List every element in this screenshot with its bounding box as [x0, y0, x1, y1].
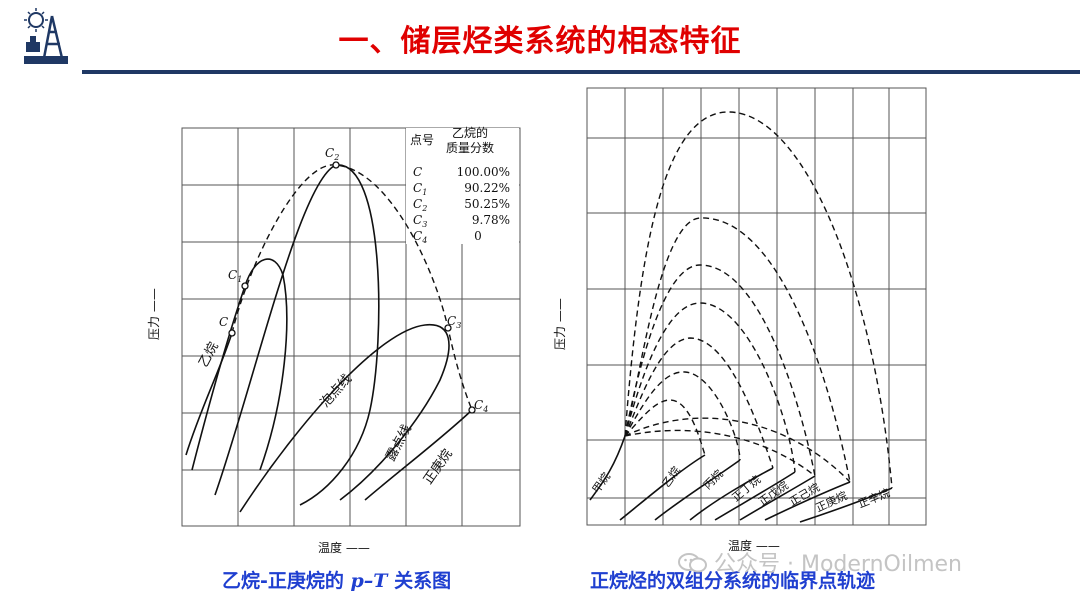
locus-hexane — [624, 264, 816, 477]
oil-derrick-logo-icon — [22, 6, 70, 68]
curve-label-propane: 丙烷 — [700, 467, 725, 492]
curve-heptane — [764, 481, 851, 521]
watermark-text: 公众号 · ModernOilmen — [714, 552, 962, 577]
locus-top-arc — [624, 417, 851, 483]
point-c3 — [444, 324, 452, 332]
page-title: 一、储层烃类系统的相态特征 — [338, 24, 742, 59]
locus-octane — [624, 111, 893, 489]
curve-pentane — [714, 471, 796, 521]
watermark: 公众号 · ModernOilmen — [678, 546, 962, 578]
left-y-axis-label: 压力 —— — [147, 288, 161, 340]
point-c1 — [241, 282, 249, 290]
locus-pentane — [624, 302, 796, 473]
ethane-9-envelope — [239, 324, 450, 513]
curve-propane — [654, 459, 741, 521]
table-row-point: C1 — [413, 181, 427, 197]
table-row-value: 9.78% — [472, 213, 510, 227]
table-header-fraction: 质量分数 — [446, 140, 494, 155]
heptane-curve — [364, 409, 473, 501]
ethane-50-envelope — [214, 164, 380, 506]
locus-heptane — [624, 217, 851, 483]
label-c1: C1 — [228, 268, 242, 284]
ethane-curve — [185, 332, 233, 456]
curve-ethane — [619, 454, 706, 521]
point-c — [228, 329, 236, 337]
curve-methane — [589, 435, 626, 501]
curve-label-methane: 甲烷 — [589, 470, 613, 496]
header-divider — [82, 70, 1080, 74]
curve-label-ethane: 乙烷 — [196, 340, 221, 370]
locus-mid-arc — [624, 429, 816, 477]
table-row-point: C3 — [413, 213, 427, 229]
table-row-value: 90.22% — [464, 181, 510, 195]
point-c2 — [332, 161, 340, 169]
right-y-axis-label: 压力 —— — [553, 298, 567, 350]
curve-label-octane: 正辛烷 — [856, 485, 892, 510]
wechat-icon — [678, 553, 707, 573]
label-c2: C2 — [325, 146, 339, 162]
label-c4: C4 — [474, 398, 488, 414]
table-header-point: 点号 — [410, 133, 434, 147]
composition-table: 点号 乙烷的 质量分数 C 100.00% C1 90.22% C2 50.25… — [410, 125, 510, 245]
curve-label-dew: 露点线 — [383, 422, 415, 463]
label-c3: C3 — [447, 314, 461, 330]
table-row-point: C — [413, 165, 422, 179]
right-grid — [586, 87, 927, 526]
ethane-90-envelope — [191, 258, 288, 471]
table-header-ethane: 乙烷的 — [452, 125, 488, 140]
curve-label-bubble: 泡点线 — [318, 372, 355, 411]
right-x-axis-label: 温度 —— — [728, 538, 780, 553]
locus-ethane — [624, 399, 706, 456]
table-row-value: 0 — [474, 229, 482, 243]
label-c: C — [219, 315, 228, 329]
table-row-value: 100.00% — [457, 165, 510, 179]
locus-butane — [624, 337, 774, 469]
locus-propane — [624, 371, 741, 461]
right-figure-caption: 正烷烃的双组分系统的临界点轨迹 — [590, 570, 876, 592]
table-row-point: C2 — [413, 197, 427, 213]
left-x-axis-label: 温度 —— — [318, 540, 370, 555]
curve-octane — [799, 487, 893, 523]
curve-hexane — [739, 475, 816, 521]
n-alkane-critical-locus-diagram: 甲烷 乙烷 丙烷 正丁烷 正戊烷 正己烷 正庚烷 正辛烷 压力 —— 温度 —— — [553, 87, 927, 553]
point-c4 — [468, 406, 476, 414]
ethane-heptane-pt-diagram: C C1 C2 C3 C4 乙烷 泡点线 露点线 正庚烷 点号 乙烷的 质量分数… — [147, 125, 521, 555]
left-figure-caption: 乙烷-正庚烷的 p–T 关系图 — [222, 570, 452, 592]
curve-butane — [689, 467, 774, 521]
table-row-point: C4 — [413, 229, 427, 245]
critical-locus-dashed — [231, 164, 473, 411]
table-row-value: 50.25% — [464, 197, 510, 211]
curve-label-heptane: 正庚烷 — [420, 446, 455, 487]
